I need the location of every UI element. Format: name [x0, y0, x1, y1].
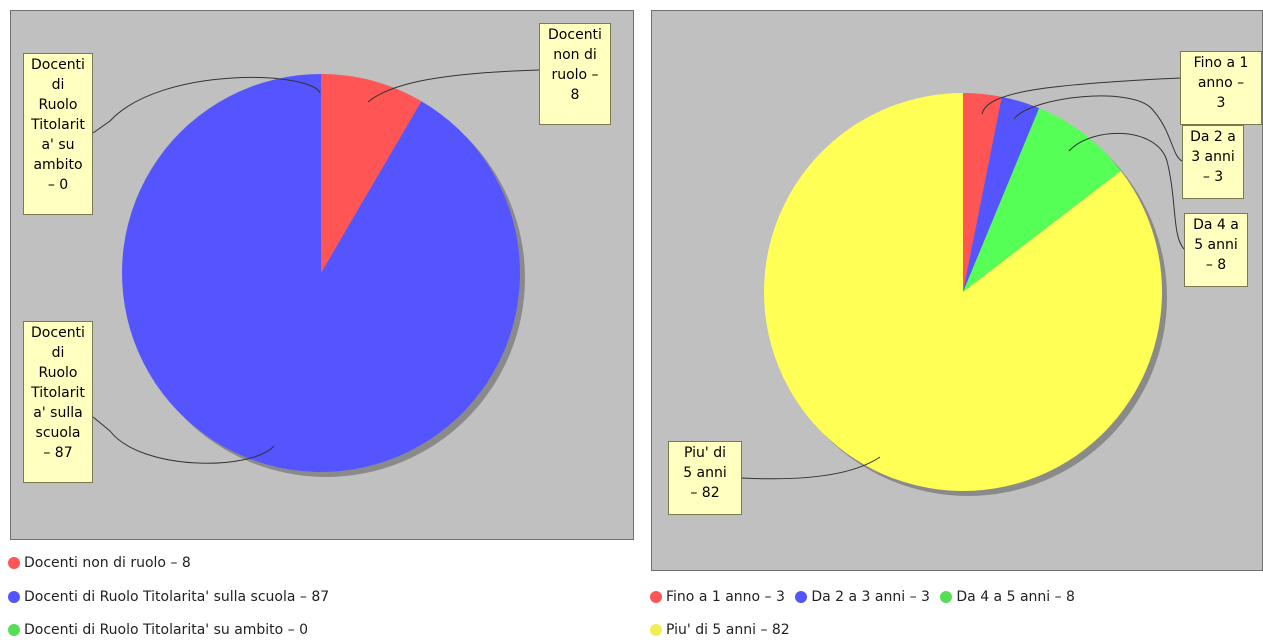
chart-2-label-fino-1-anno: Fino a 1 anno – 3	[1180, 51, 1262, 125]
chart-2-legend: Piu' di 5 anni – 82	[650, 620, 796, 642]
legend-item: Da 4 a 5 anni – 8	[940, 587, 1075, 607]
chart-1-label-ruolo-ambito: Docenti di Ruolo Titolarit a' su ambito …	[23, 53, 93, 215]
legend-item: Piu' di 5 anni – 82	[650, 620, 790, 640]
leader-line	[92, 416, 275, 464]
legend-label: Piu' di 5 anni – 82	[666, 622, 790, 638]
leader-line	[1013, 95, 1183, 162]
legend-label: Da 2 a 3 anni – 3	[811, 589, 930, 605]
chart-1-legend: Docenti non di ruolo – 8	[8, 553, 197, 575]
legend-dot-icon	[650, 624, 662, 636]
legend-label: Da 4 a 5 anni – 8	[956, 589, 1075, 605]
chart-1-label-ruolo-scuola: Docenti di Ruolo Titolarit a' sulla scuo…	[23, 321, 93, 483]
leader-line	[1068, 132, 1185, 250]
legend-dot-icon	[8, 591, 20, 603]
chart-2-label-da-2-a-3-anni: Da 2 a 3 anni – 3	[1182, 125, 1244, 199]
legend-item: Docenti di Ruolo Titolarita' sulla scuol…	[8, 587, 329, 607]
legend-dot-icon	[940, 591, 953, 603]
chart-2-label-piu-di-5-anni: Piu' di 5 anni – 82	[668, 441, 742, 515]
chart-2-pie	[741, 77, 1185, 496]
legend-label: Docenti non di ruolo – 8	[24, 555, 191, 571]
pie-slice-da-2-a-3-anni	[963, 96, 1040, 292]
legend-item: Docenti non di ruolo – 8	[8, 553, 191, 573]
legend-label: Fino a 1 anno – 3	[666, 589, 785, 605]
legend-label: Docenti di Ruolo Titolarita' su ambito –…	[24, 622, 309, 638]
chart-2-legend: Fino a 1 anno – 3 Da 2 a 3 anni – 3 Da 4…	[650, 587, 1081, 609]
legend-item: Da 2 a 3 anni – 3	[795, 587, 930, 607]
legend-dot-icon	[8, 624, 20, 636]
leader-line	[367, 69, 540, 103]
chart-1-legend: Docenti di Ruolo Titolarita' su ambito –…	[8, 620, 314, 642]
pie-slice-docenti-di-ruolo-titolarita-sulla-scuola	[121, 74, 520, 473]
pie-slice-da-4-a-5-anni	[963, 108, 1121, 292]
pie-slice-piu-di-5-anni	[764, 93, 1162, 491]
chart-1-legend: Docenti di Ruolo Titolarita' sulla scuol…	[8, 587, 335, 609]
chart-2-label-da-4-a-5-anni: Da 4 a 5 anni – 8	[1184, 213, 1248, 287]
chart-1-plot-area: Docenti non di ruolo – 8 Docenti di Ruol…	[10, 10, 634, 540]
leader-line	[741, 456, 881, 480]
legend-label: Docenti di Ruolo Titolarita' sulla scuol…	[24, 589, 330, 605]
legend-dot-icon	[650, 591, 662, 603]
leader-line	[92, 76, 321, 134]
legend-item: Docenti di Ruolo Titolarita' su ambito –…	[8, 620, 308, 640]
pie-slice-docenti-non-di-ruolo	[321, 74, 422, 273]
pie-slice-fino-a-1-anno	[963, 93, 1002, 292]
legend-dot-icon	[8, 557, 20, 569]
chart-2-plot-area: Fino a 1 anno – 3 Da 2 a 3 anni – 3 Da 4…	[651, 10, 1263, 571]
chart-1-label-docenti-non-di-ruolo: Docenti non di ruolo – 8	[539, 23, 611, 125]
legend-dot-icon	[795, 591, 808, 603]
legend-item: Fino a 1 anno – 3	[650, 587, 785, 607]
leader-line	[981, 77, 1181, 115]
chart-1-pie	[92, 69, 540, 477]
